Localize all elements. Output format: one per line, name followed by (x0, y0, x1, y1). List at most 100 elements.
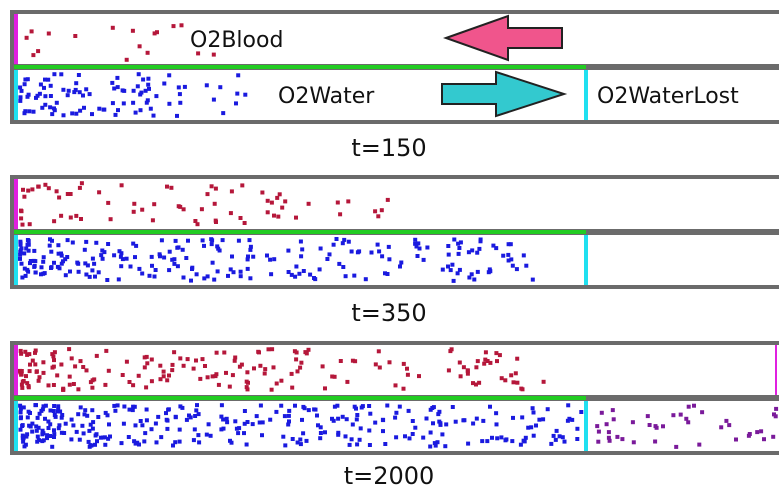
water-particle (332, 404, 337, 409)
water-particle (76, 73, 81, 77)
water-particle (200, 238, 205, 243)
water-particle (19, 88, 24, 93)
lost-particle (724, 418, 729, 423)
water-particle (242, 431, 246, 436)
water-particle (373, 420, 378, 425)
water-particle (233, 419, 238, 424)
lost-particle (604, 422, 609, 427)
blood-particle (320, 364, 325, 369)
water-particle (428, 430, 433, 435)
water-particle (531, 433, 536, 438)
water-particle (37, 411, 42, 416)
water-particle (204, 432, 209, 437)
water-particle (295, 440, 300, 445)
blood-particle (21, 187, 25, 192)
blood-particle (269, 200, 274, 205)
water-particle (349, 249, 354, 254)
water-particle (141, 77, 146, 82)
water-particle (570, 417, 575, 422)
water-particle (446, 264, 450, 269)
water-particle (336, 416, 341, 421)
water-particle (407, 436, 412, 441)
water-particle (23, 77, 28, 82)
water-particle (49, 266, 53, 270)
blood-particle (19, 351, 24, 356)
water-particle (394, 410, 399, 415)
water-particle (28, 259, 33, 263)
water-particle (147, 86, 151, 91)
water-particle (194, 408, 199, 413)
blood-particle (244, 385, 249, 390)
water-particle (417, 246, 422, 251)
blood-particle (140, 207, 145, 212)
blood-particle (136, 373, 141, 378)
water-particle (431, 421, 435, 426)
water-particle (115, 85, 120, 90)
blood-particle (269, 387, 274, 392)
lost-particle (734, 437, 738, 442)
water-particle (541, 417, 546, 422)
water-particle (48, 94, 53, 98)
water-particle (18, 250, 23, 255)
water-particle (286, 270, 291, 274)
water-particle (531, 410, 536, 415)
water-particle (101, 435, 106, 440)
water-particle (228, 267, 233, 272)
water-particle (274, 409, 279, 414)
blood-particle (203, 364, 207, 368)
water-particle (138, 108, 143, 113)
water-particle (491, 243, 496, 248)
water-particle (184, 256, 189, 260)
water-particle (202, 243, 206, 248)
blood-particle (171, 24, 176, 29)
water-particle (424, 416, 429, 421)
blood-particle (258, 363, 263, 368)
water-particle (340, 241, 345, 246)
water-particle (490, 435, 494, 440)
water-particle (139, 90, 144, 95)
water-particle (286, 248, 291, 253)
water-particle (190, 265, 195, 270)
blood-particle (274, 381, 279, 386)
water-particle (475, 250, 480, 255)
lost-particle (595, 424, 600, 429)
blood-particle (31, 53, 36, 58)
water-particle (381, 418, 386, 423)
water-particle (237, 426, 242, 431)
water-particle (170, 257, 175, 262)
blood-particle (240, 183, 245, 188)
water-particle (26, 248, 31, 253)
water-particle (95, 439, 99, 444)
blood-particle (515, 380, 520, 385)
water-particle (113, 408, 118, 413)
water-particle (23, 109, 28, 114)
water-particle (42, 85, 46, 90)
water-particle (144, 100, 149, 105)
blood-particle (387, 360, 392, 365)
blood-particle (260, 190, 265, 195)
water-particle (218, 85, 223, 90)
water-particle (457, 246, 462, 250)
lost-particle (620, 437, 625, 442)
blood-particle (26, 188, 31, 193)
blood-particle (25, 381, 30, 386)
water-particle (105, 413, 110, 418)
blood-particle (103, 382, 108, 387)
water-particle (289, 272, 294, 277)
blood-particle (211, 52, 216, 57)
water-edge-bar (14, 235, 18, 285)
blood-particle (377, 365, 382, 370)
water-particle (37, 91, 42, 96)
water-particle (358, 426, 363, 431)
water-particle (456, 251, 461, 256)
blood-particle (76, 387, 81, 392)
blood-particle (54, 189, 59, 194)
water-particle (406, 408, 411, 413)
lost-particle (686, 420, 691, 425)
water-particle (562, 439, 567, 444)
blood-particle (289, 371, 294, 376)
water-particle (43, 403, 48, 408)
blood-particle (59, 213, 64, 218)
water-particle (425, 245, 430, 250)
water-particle (33, 403, 38, 408)
